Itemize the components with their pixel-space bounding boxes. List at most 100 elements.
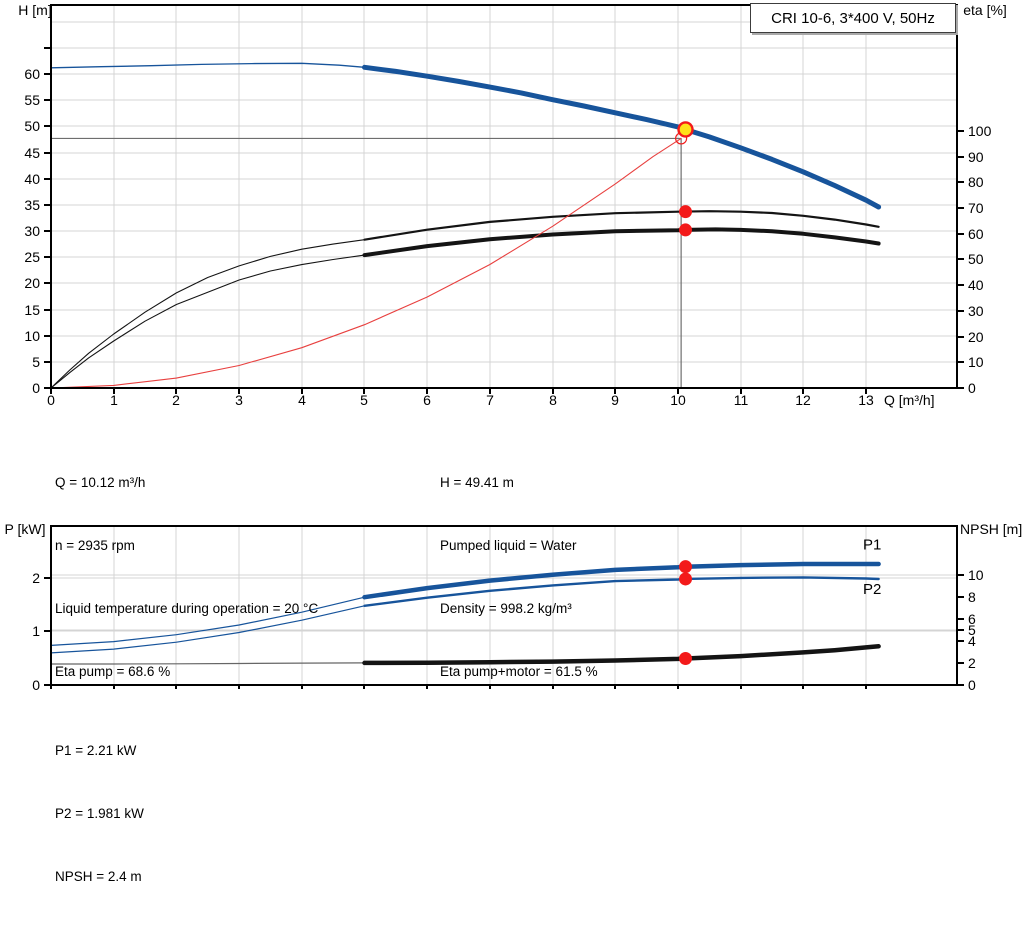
pump-title-box: CRI 10-6, 3*400 V, 50Hz <box>750 3 956 33</box>
svg-text:7: 7 <box>486 392 494 408</box>
curve-p1-thin <box>50 596 366 647</box>
result-values: P1 = 2.21 kW P2 = 1.981 kW NPSH = 2.4 m <box>55 698 144 929</box>
svg-text:2: 2 <box>172 392 180 408</box>
power-npsh-tick-labels: 0 1 2 0 2 456 8 10 <box>32 567 984 693</box>
svg-text:20: 20 <box>24 275 40 291</box>
svg-text:35: 35 <box>24 197 40 213</box>
svg-text:0: 0 <box>968 677 976 693</box>
svg-text:6: 6 <box>423 392 431 408</box>
svg-text:80: 80 <box>968 174 984 190</box>
duty-info-left: Q = 10.12 m³/h n = 2935 rpm Liquid tempe… <box>55 430 318 724</box>
svg-text:55: 55 <box>24 92 40 108</box>
svg-text:0: 0 <box>32 380 40 396</box>
svg-text:30: 30 <box>968 303 984 319</box>
svg-text:10: 10 <box>670 392 686 408</box>
curve-qh-curve-thin <box>50 62 366 69</box>
svg-text:10: 10 <box>24 328 40 344</box>
h-axis-title: H [m] <box>18 2 52 18</box>
svg-text:0: 0 <box>32 677 40 693</box>
info-q: Q = 10.12 m³/h <box>55 475 146 490</box>
qh-eta-chart: 0510152025303540455055600102030405060708… <box>24 4 992 408</box>
svg-text:60: 60 <box>968 226 984 242</box>
svg-text:4: 4 <box>968 633 976 649</box>
curve-p2-thin <box>50 605 366 654</box>
svg-text:9: 9 <box>611 392 619 408</box>
svg-text:100: 100 <box>968 123 992 139</box>
svg-text:40: 40 <box>968 277 984 293</box>
p-axis-title: P [kW] <box>4 521 46 537</box>
q-axis-title: Q [m³/h] <box>884 392 935 408</box>
svg-text:3: 3 <box>235 392 243 408</box>
duty-info-right: H = 49.41 m Pumped liquid = Water Densit… <box>440 430 598 724</box>
info-h: H = 49.41 m <box>440 475 514 490</box>
qh-eta-tick-labels: 0510152025303540455055600102030405060708… <box>24 66 991 408</box>
svg-text:12: 12 <box>795 392 811 408</box>
curve-qh-curve <box>362 64 882 210</box>
svg-text:8: 8 <box>549 392 557 408</box>
svg-text:4: 4 <box>298 392 306 408</box>
svg-text:30: 30 <box>24 223 40 239</box>
svg-text:5: 5 <box>32 354 40 370</box>
svg-text:2: 2 <box>32 570 40 586</box>
svg-text:13: 13 <box>858 392 874 408</box>
svg-text:15: 15 <box>24 302 40 318</box>
svg-text:11: 11 <box>734 392 749 408</box>
svg-text:2: 2 <box>968 655 976 671</box>
info-n: n = 2935 rpm <box>55 538 135 553</box>
pump-curve-panel: 0 5 10 15 20 25 30 35 40 45 50 55 60 0 10 20 30 40 50 60 70 8… <box>4 2 1023 884</box>
svg-text:10: 10 <box>968 567 984 583</box>
power-npsh-ticks <box>44 574 964 689</box>
svg-text:5: 5 <box>360 392 368 408</box>
svg-text:5: 5 <box>968 622 976 638</box>
duty-point-marker <box>677 121 694 138</box>
operating-point-dot <box>679 572 693 586</box>
svg-text:0: 0 <box>968 380 976 396</box>
svg-text:90: 90 <box>968 149 984 165</box>
qh-eta-frame <box>50 4 958 389</box>
info-pumped-liquid: Pumped liquid = Water <box>440 538 577 553</box>
operating-point-dot <box>679 223 693 237</box>
operating-point-dot <box>679 651 693 665</box>
duty-crosshair <box>51 137 682 388</box>
eta-axis-title: eta [%] <box>963 2 1007 18</box>
power-npsh-chart: P1 P2 0 1 2 0 2 456 8 10 <box>32 525 984 693</box>
svg-text:40: 40 <box>24 171 40 187</box>
pump-title: CRI 10-6, 3*400 V, 50Hz <box>771 9 935 27</box>
qh-eta-gridlines <box>51 5 957 388</box>
operating-point-dot <box>679 560 693 574</box>
curve-eta-pump-motor <box>362 227 881 258</box>
svg-text:1: 1 <box>32 623 40 639</box>
svg-text:8: 8 <box>968 589 976 605</box>
svg-text:50: 50 <box>968 251 984 267</box>
curve-eta-pump-thin <box>50 239 366 389</box>
pump-curves-canvas: 0510152025303540455055600102030405060708… <box>24 4 992 693</box>
svg-text:45: 45 <box>24 145 40 161</box>
info-density: Density = 998.2 kg/m³ <box>440 601 572 616</box>
qh-eta-ticks <box>44 47 964 394</box>
info-eta-pump-motor: Eta pump+motor = 61.5 % <box>440 664 598 679</box>
svg-text:70: 70 <box>968 200 984 216</box>
svg-text:10: 10 <box>968 354 984 370</box>
curve-eta-pump <box>363 210 880 241</box>
npsh-axis-title: NPSH [m] <box>960 521 1023 537</box>
curve-npsh-thin <box>50 662 366 665</box>
svg-text:20: 20 <box>968 329 984 345</box>
result-p1: P1 = 2.21 kW <box>55 743 137 758</box>
svg-text:50: 50 <box>24 118 40 134</box>
operating-point-dot <box>679 205 693 219</box>
curve-system-curve <box>50 137 682 389</box>
svg-text:60: 60 <box>24 66 40 82</box>
info-eta-pump: Eta pump = 68.6 % <box>55 664 171 679</box>
result-npsh: NPSH = 2.4 m <box>55 869 142 884</box>
svg-text:1: 1 <box>110 392 118 408</box>
curve-eta-pump-motor-thin <box>50 254 366 389</box>
svg-text:25: 25 <box>24 249 40 265</box>
result-p2: P2 = 1.981 kW <box>55 806 144 821</box>
power-npsh-frame <box>50 525 958 686</box>
curve-label-P2: P2 <box>863 581 881 598</box>
svg-text:0: 0 <box>47 392 55 408</box>
curve-label-P1: P1 <box>863 537 881 554</box>
svg-text:6: 6 <box>968 611 976 627</box>
info-liquid-temp: Liquid temperature during operation = 20… <box>55 601 319 616</box>
curve-p1 <box>362 561 881 600</box>
